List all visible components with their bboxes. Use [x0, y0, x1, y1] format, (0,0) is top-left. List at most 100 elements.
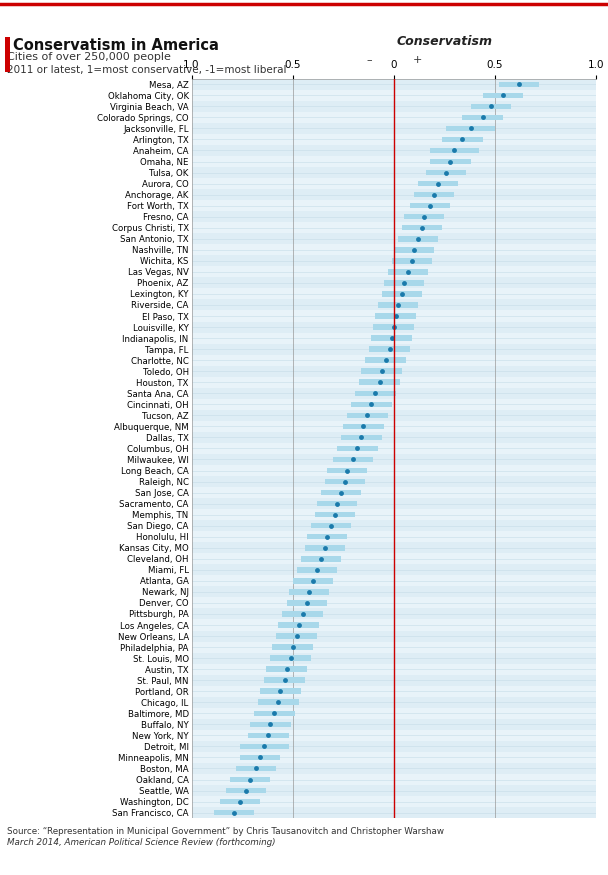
Bar	[192, 631, 596, 641]
Bar	[499, 81, 539, 87]
Text: –: –	[367, 55, 372, 66]
Bar	[325, 479, 365, 484]
Bar	[317, 500, 358, 507]
Bar	[315, 512, 355, 517]
Text: Conservatism in America: Conservatism in America	[13, 38, 219, 52]
Bar	[264, 677, 305, 683]
Bar	[382, 291, 422, 297]
Bar	[398, 236, 438, 242]
Bar	[289, 589, 329, 595]
Bar	[301, 556, 341, 562]
Bar	[192, 277, 596, 289]
Bar	[192, 354, 596, 366]
Bar	[240, 754, 280, 760]
Bar	[483, 93, 523, 98]
Bar	[192, 608, 596, 620]
Bar	[192, 112, 596, 123]
Bar	[192, 718, 596, 730]
Bar	[192, 90, 596, 101]
Bar	[378, 302, 418, 308]
Bar	[297, 567, 337, 572]
Bar	[258, 699, 299, 705]
Bar	[192, 432, 596, 443]
Bar	[192, 653, 596, 663]
Bar	[192, 576, 596, 586]
Bar	[278, 622, 319, 627]
Bar	[192, 366, 596, 377]
Bar	[463, 115, 503, 120]
Bar	[402, 225, 442, 230]
Bar	[192, 377, 596, 388]
Bar	[446, 126, 495, 131]
Bar	[370, 346, 410, 352]
Bar	[384, 280, 424, 285]
Bar	[230, 777, 271, 782]
Bar	[192, 189, 596, 200]
Bar	[192, 222, 596, 234]
Bar	[192, 255, 596, 266]
Bar	[192, 200, 596, 211]
Bar	[192, 741, 596, 752]
Bar	[226, 788, 266, 794]
Bar	[307, 534, 347, 540]
Bar	[192, 774, 596, 785]
Bar	[192, 708, 596, 718]
Bar	[394, 247, 434, 253]
Bar	[240, 744, 289, 749]
Bar	[343, 424, 384, 429]
Text: Conservatism: Conservatism	[396, 35, 492, 48]
Bar	[359, 380, 399, 385]
Bar	[192, 509, 596, 520]
Bar	[192, 487, 596, 498]
Bar	[192, 520, 596, 531]
Bar	[192, 785, 596, 796]
Bar	[410, 203, 451, 208]
Bar	[192, 421, 596, 432]
Bar	[192, 388, 596, 399]
Bar	[286, 600, 327, 605]
Bar	[248, 732, 289, 738]
Bar	[192, 796, 596, 807]
Bar	[266, 667, 307, 672]
Text: 2011 or latest, 1=most conservative, -1=most liberal: 2011 or latest, 1=most conservative, -1=…	[7, 65, 287, 74]
Bar	[371, 335, 412, 341]
Bar	[192, 178, 596, 189]
Bar	[192, 332, 596, 344]
Bar	[392, 258, 432, 263]
Bar	[442, 136, 483, 143]
Bar	[192, 399, 596, 410]
Bar	[311, 523, 351, 528]
Bar	[192, 586, 596, 598]
Bar	[430, 148, 478, 153]
Bar	[192, 244, 596, 256]
Bar	[192, 321, 596, 332]
Bar	[192, 553, 596, 564]
Bar	[341, 435, 382, 440]
Bar	[321, 490, 361, 495]
Bar	[414, 192, 454, 198]
Bar	[192, 564, 596, 576]
Bar	[220, 799, 260, 804]
Bar	[192, 641, 596, 653]
Bar	[192, 266, 596, 277]
Bar	[192, 289, 596, 299]
Bar	[430, 158, 471, 164]
Bar	[192, 686, 596, 696]
Bar	[192, 498, 596, 509]
Bar	[426, 170, 466, 175]
Bar	[192, 79, 596, 90]
Bar	[365, 357, 406, 363]
Bar	[192, 234, 596, 244]
Text: March 2014, American Political Science Review (forthcoming): March 2014, American Political Science R…	[7, 838, 276, 847]
Bar	[192, 454, 596, 465]
Bar	[236, 766, 277, 771]
Bar	[192, 752, 596, 763]
Bar	[192, 598, 596, 608]
Bar	[254, 710, 295, 716]
Bar	[192, 134, 596, 145]
Bar	[376, 313, 416, 318]
Bar	[192, 145, 596, 156]
Bar	[277, 634, 317, 639]
Bar	[305, 545, 345, 550]
Bar	[192, 167, 596, 178]
